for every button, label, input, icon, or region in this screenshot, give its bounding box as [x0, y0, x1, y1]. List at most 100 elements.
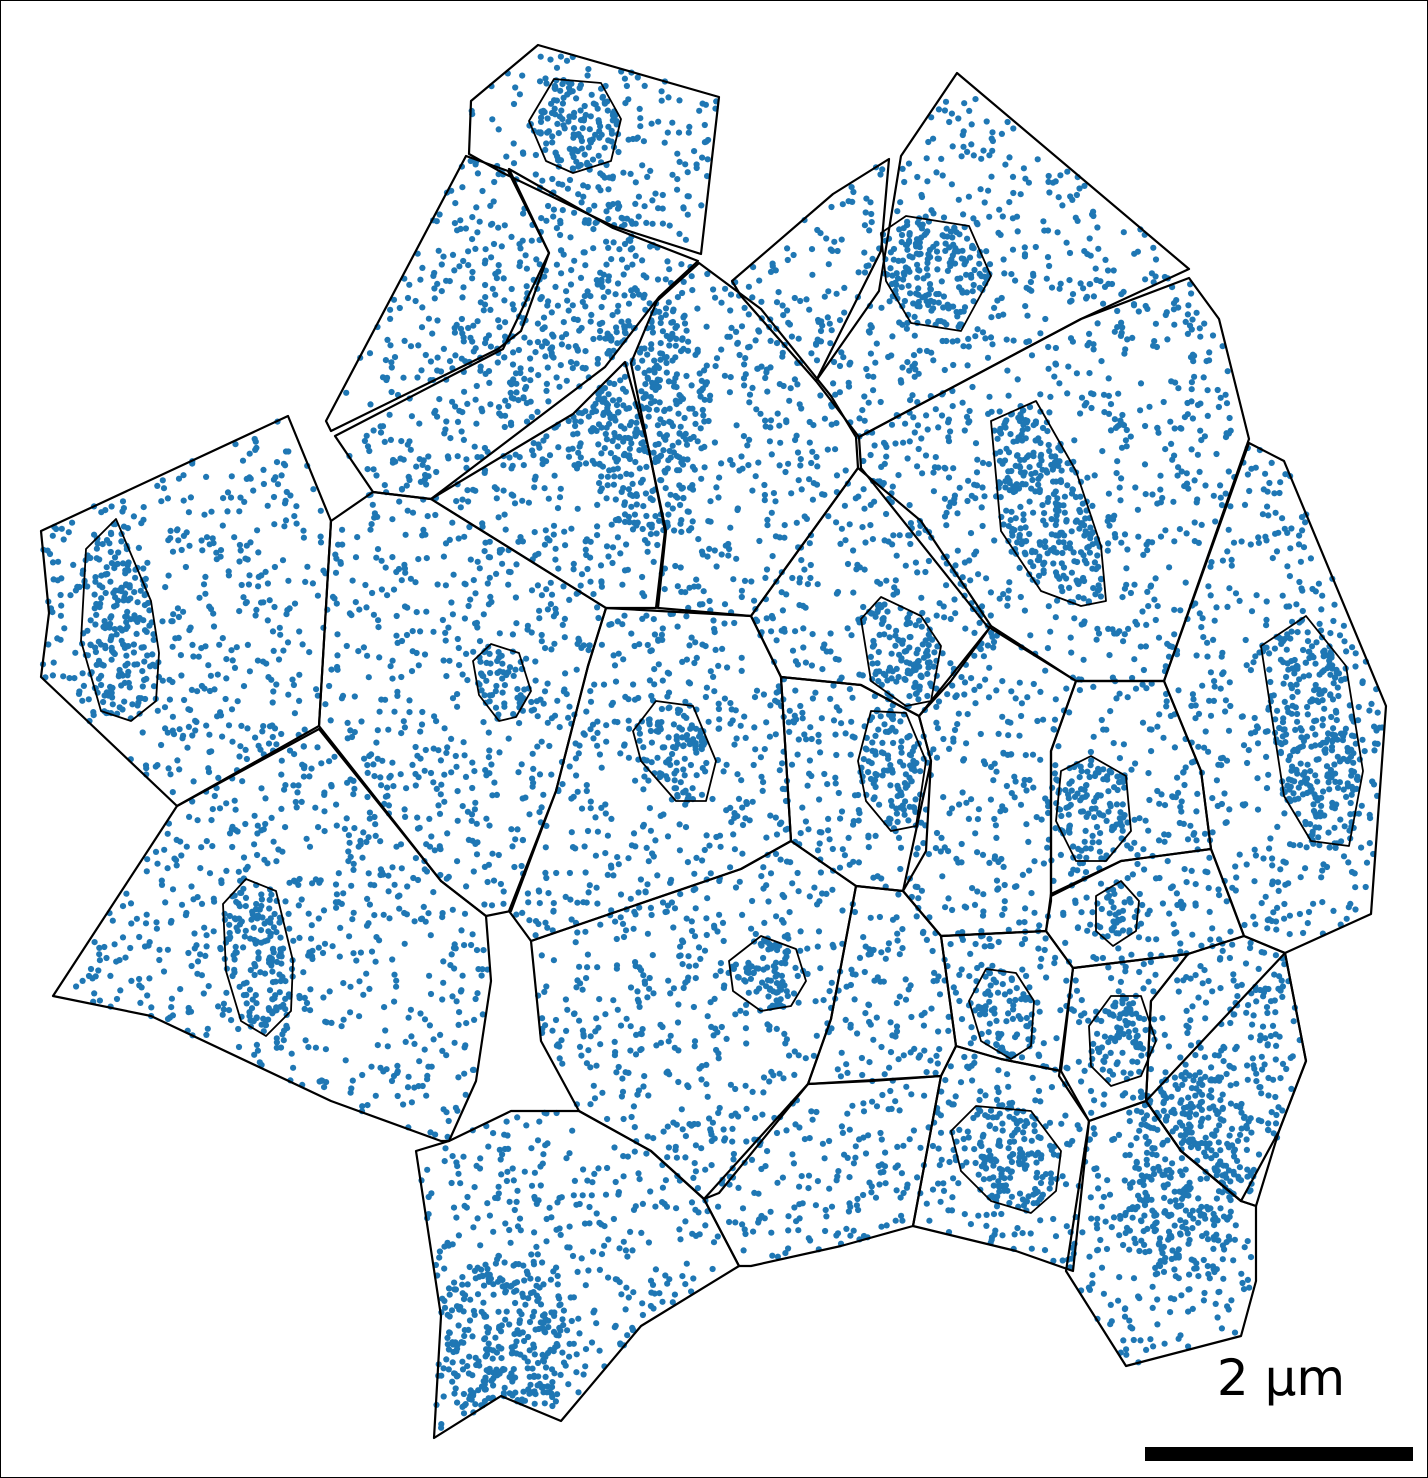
molecule-point [385, 726, 392, 733]
molecule-point [1174, 774, 1181, 781]
molecule-point [440, 553, 447, 560]
molecule-point [312, 1044, 319, 1051]
molecule-point [1170, 306, 1177, 313]
molecule-point [515, 346, 523, 354]
molecule-point [821, 415, 829, 422]
molecule-point [795, 335, 802, 342]
molecule-point [720, 1126, 727, 1133]
molecule-point [942, 904, 949, 911]
molecule-point [852, 495, 859, 502]
molecule-point [996, 595, 1003, 602]
molecule-point [540, 314, 548, 321]
molecule-point [585, 1047, 592, 1054]
molecule-point [825, 261, 832, 268]
molecule-point [194, 970, 201, 977]
molecule-point [784, 307, 791, 314]
molecule-point [1022, 752, 1029, 759]
molecule-point [974, 456, 981, 463]
molecule-point [932, 454, 939, 461]
molecule-point [918, 435, 925, 442]
molecule-point [119, 706, 126, 713]
molecule-point [389, 675, 396, 682]
molecule-point [813, 1032, 820, 1039]
molecule-point [1206, 349, 1213, 356]
molecule-point [301, 726, 308, 733]
molecule-point [960, 343, 967, 350]
molecule-point [498, 243, 505, 250]
molecule-point [777, 856, 784, 863]
molecule-point [570, 566, 577, 573]
molecule-point [726, 389, 734, 396]
molecule-point [387, 436, 394, 443]
molecule-point [544, 719, 551, 726]
molecule-point [139, 729, 146, 736]
molecule-point [863, 365, 870, 373]
molecule-point [985, 461, 993, 468]
molecule-point [508, 826, 515, 833]
molecule-point [1245, 747, 1252, 754]
molecule-point [1145, 538, 1152, 545]
molecule-point [178, 672, 185, 679]
molecule-point [608, 701, 615, 709]
molecule-point [1046, 409, 1053, 416]
molecule-point [270, 647, 277, 655]
molecule-point [214, 671, 221, 678]
molecule-point [425, 910, 432, 917]
molecule-point [1108, 280, 1116, 288]
molecule-point [722, 285, 729, 292]
molecule-point [711, 547, 718, 554]
molecule-point [710, 673, 717, 681]
molecule-point [568, 829, 575, 836]
molecule-point [220, 1006, 227, 1013]
molecule-point [567, 896, 574, 903]
molecule-point [969, 885, 976, 892]
molecule-point [419, 1082, 426, 1090]
molecule-point [971, 629, 978, 637]
molecule-point [594, 360, 601, 367]
molecule-point [1198, 624, 1205, 631]
molecule-point [276, 624, 283, 631]
molecule-point [473, 619, 480, 627]
molecule-point [735, 795, 743, 803]
molecule-point [636, 105, 643, 112]
molecule-point [634, 1091, 641, 1098]
molecule-point [1178, 798, 1185, 805]
molecule-point [390, 1072, 398, 1080]
molecule-point [439, 910, 446, 917]
molecule-point [406, 697, 413, 704]
molecule-point [233, 644, 240, 651]
molecule-point [1211, 617, 1218, 624]
molecule-point [999, 678, 1006, 685]
molecule-point [393, 612, 400, 620]
molecule-point [999, 803, 1006, 810]
molecule-point [740, 375, 748, 382]
molecule-point [409, 509, 417, 516]
molecule-point [973, 469, 981, 476]
molecule-point [799, 804, 806, 811]
molecule-point [1217, 482, 1224, 489]
molecule-point [374, 727, 381, 734]
molecule-point [400, 718, 407, 725]
molecule-point [1001, 898, 1008, 905]
molecule-point [416, 456, 423, 463]
molecule-point [459, 496, 466, 503]
molecule-point [463, 464, 470, 471]
molecule-point [1040, 218, 1047, 225]
molecule-point [1281, 900, 1288, 908]
molecule-point [594, 532, 601, 539]
molecule-point [685, 129, 692, 136]
molecule-point [1086, 370, 1093, 377]
molecule-point [618, 318, 625, 325]
molecule-point [838, 808, 846, 815]
molecule-point [269, 722, 276, 729]
molecule-point [343, 815, 350, 822]
molecule-point [731, 846, 739, 853]
molecule-point [386, 411, 393, 418]
molecule-point [260, 466, 267, 473]
molecule-point [741, 361, 748, 368]
molecule-point [861, 566, 868, 573]
molecule-point [817, 392, 824, 399]
molecule-point [662, 908, 669, 916]
molecule-point [380, 1068, 387, 1075]
molecule-point [472, 840, 479, 848]
